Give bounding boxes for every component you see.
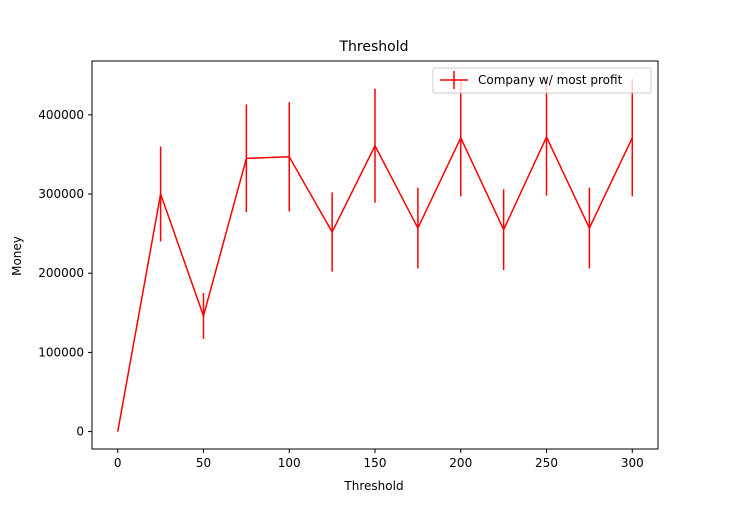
y-tick-label: 300000 [38,187,84,201]
x-tick-label: 50 [196,456,211,470]
y-tick-label: 0 [76,425,84,439]
legend-label: Company w/ most profit [478,73,623,87]
y-tick-label: 400000 [38,108,84,122]
x-tick-label: 300 [621,456,644,470]
y-axis-label: Money [10,236,24,276]
x-axis-label: Threshold [343,479,403,493]
x-tick-label: 250 [535,456,558,470]
x-tick-label: 200 [449,456,472,470]
x-tick-label: 0 [114,456,122,470]
y-tick-label: 100000 [38,345,84,359]
x-tick-label: 150 [364,456,387,470]
chart-title: Threshold [339,39,409,55]
y-tick-label: 200000 [38,266,84,280]
x-tick-label: 100 [278,456,301,470]
legend: Company w/ most profit [433,68,651,93]
